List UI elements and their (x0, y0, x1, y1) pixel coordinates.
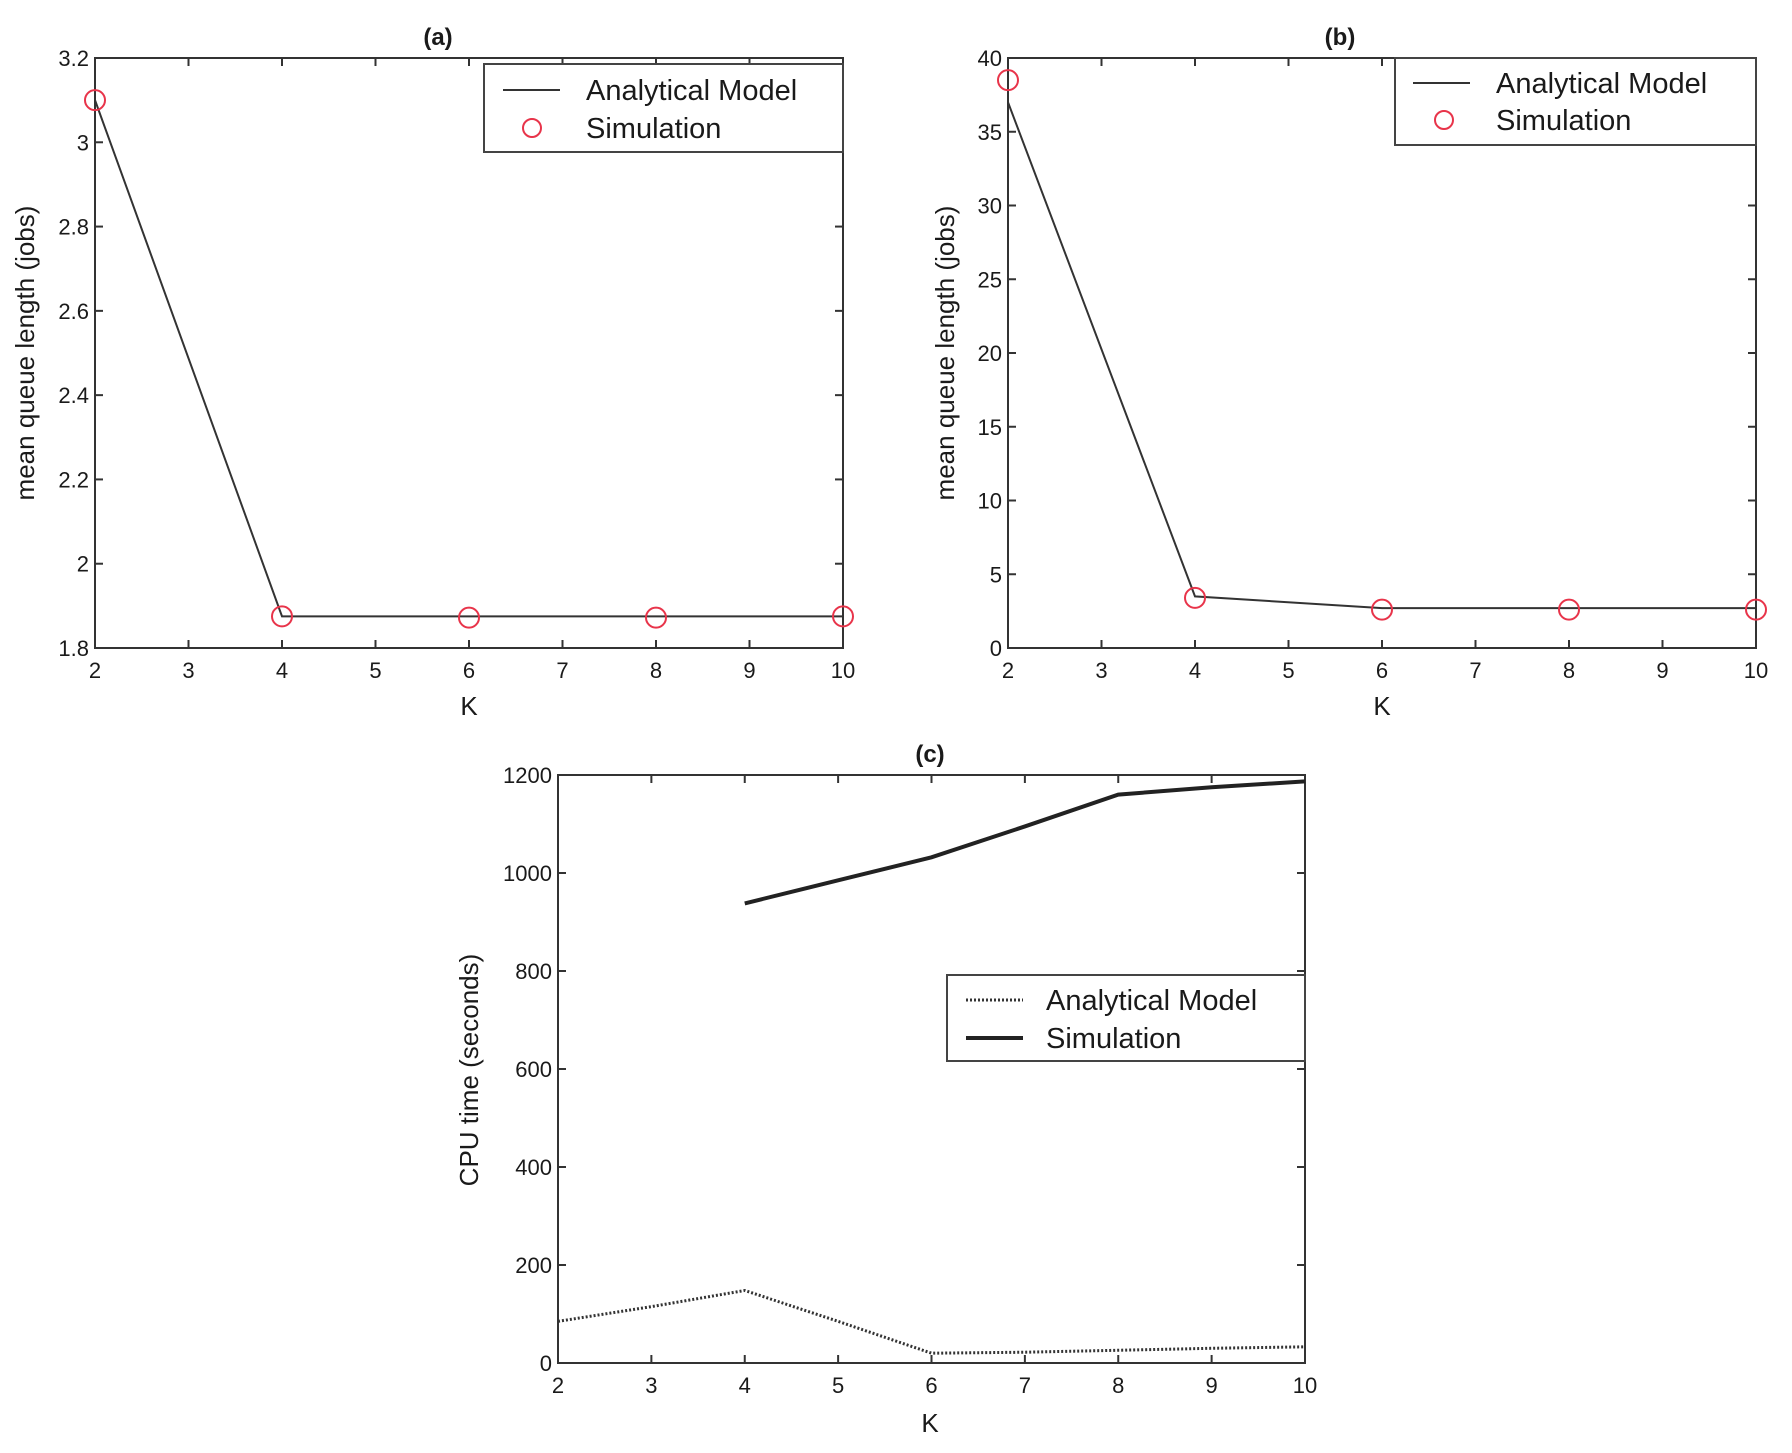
y-tick-label: 2.2 (58, 467, 89, 492)
y-tick-label: 1.8 (58, 636, 89, 661)
simulation-marker (1745, 598, 1767, 621)
y-tick-label: 0 (990, 636, 1002, 661)
panel-c-xlabel: K (921, 1408, 939, 1438)
simulation-marker (458, 606, 480, 629)
y-tick-label: 40 (978, 46, 1002, 71)
y-tick-label: 800 (515, 959, 552, 984)
x-tick-label: 9 (1656, 658, 1668, 683)
y-tick-label: 2 (77, 552, 89, 577)
x-tick-label: 2 (552, 1373, 564, 1398)
simulation-marker (84, 89, 106, 112)
series-line (94, 99, 843, 618)
legend-circle-icon (1434, 110, 1454, 130)
x-tick-label: 5 (369, 658, 381, 683)
series-line (1007, 101, 1756, 610)
panel-b-legend: Analytical Model Simulation (1394, 57, 1757, 146)
x-tick-label: 8 (1112, 1373, 1124, 1398)
y-tick-label: 1200 (503, 763, 552, 788)
x-tick-label: 3 (1095, 658, 1107, 683)
x-tick-label: 3 (645, 1373, 657, 1398)
panel-c-plot-area (557, 774, 1306, 1364)
x-tick-label: 9 (1206, 1373, 1218, 1398)
x-tick-label: 2 (89, 658, 101, 683)
x-tick-label: 3 (182, 658, 194, 683)
panel-a-ticks: 2 3 4 5 6 7 8 9 101.822.22.42.62.833.2 (58, 46, 855, 683)
simulation-marker (1558, 598, 1580, 621)
x-tick-label: 6 (463, 658, 475, 683)
panel-c-legend: Analytical Model Simulation (946, 974, 1306, 1062)
panel-b-ticks: 2 3 4 5 6 7 8 9 10 0 5 10 15 20 25 30 35 40 (978, 46, 1769, 683)
y-tick-label: 5 (990, 562, 1002, 587)
legend-simulation: Simulation (1046, 1023, 1181, 1055)
x-tick-label: 6 (925, 1373, 937, 1398)
legend-simulation: Simulation (1496, 105, 1631, 137)
simulation-marker (271, 605, 293, 628)
legend-analytical: Analytical Model (586, 75, 797, 107)
simulation-marker (997, 69, 1019, 92)
y-tick-label: 35 (978, 120, 1002, 145)
y-tick-label: 15 (978, 415, 1002, 440)
panel-b-xlabel: K (1373, 691, 1391, 721)
y-tick-label: 2.4 (58, 383, 89, 408)
y-tick-label: 2.8 (58, 215, 89, 240)
panel-a: (a) 2 3 4 5 6 7 8 9 101.822.22.42.62.833.2 K mea… (10, 24, 855, 721)
x-tick-label: 10 (831, 658, 855, 683)
panel-b-plot-area (1007, 57, 1757, 649)
x-tick-label: 7 (1019, 1373, 1031, 1398)
y-tick-label: 600 (515, 1057, 552, 1082)
y-tick-label: 20 (978, 341, 1002, 366)
panel-c: (c) 2 3 4 5 6 7 8 9 10 0 200 400 600 800 1000 1200 K CP… (454, 741, 1317, 1438)
x-tick-label: 10 (1744, 658, 1768, 683)
y-tick-label: 2.6 (58, 299, 89, 324)
panel-c-ylabel: CPU time (seconds) (454, 954, 484, 1187)
panel-b-ylabel: mean queue length (jobs) (930, 206, 960, 501)
series-line (744, 779, 1306, 906)
x-tick-label: 7 (556, 658, 568, 683)
legend-simulation: Simulation (586, 113, 721, 145)
x-tick-label: 9 (743, 658, 755, 683)
y-tick-label: 200 (515, 1253, 552, 1278)
x-tick-label: 6 (1376, 658, 1388, 683)
legend-analytical: Analytical Model (1496, 68, 1707, 100)
x-tick-label: 4 (739, 1373, 751, 1398)
panel-b-title: (b) (1325, 24, 1356, 51)
panel-b-series (997, 69, 1767, 621)
simulation-marker (1371, 598, 1393, 621)
panel-c-title: (c) (915, 741, 944, 768)
y-tick-label: 1000 (503, 861, 552, 886)
panel-b: (b) 2 3 4 5 6 7 8 9 10 0 5 10 15 20 25 30 35 40 K mean qu… (930, 24, 1768, 721)
x-tick-label: 4 (1189, 658, 1201, 683)
x-tick-label: 8 (650, 658, 662, 683)
panel-c-series (557, 779, 1306, 1355)
simulation-marker (1184, 586, 1206, 609)
simulation-marker (645, 606, 667, 629)
x-tick-label: 5 (1282, 658, 1294, 683)
panel-a-legend: Analytical Model Simulation (483, 63, 844, 153)
legend-circle-icon (522, 118, 542, 138)
y-tick-label: 3 (77, 130, 89, 155)
y-tick-label: 25 (978, 267, 1002, 292)
x-tick-label: 2 (1002, 658, 1014, 683)
y-tick-label: 10 (978, 489, 1002, 514)
panel-a-xlabel: K (460, 691, 478, 721)
panel-a-ylabel: mean queue length (jobs) (10, 206, 40, 501)
panel-c-ticks: 2 3 4 5 6 7 8 9 10 0 200 400 600 800 1000 1200 (503, 763, 1317, 1398)
y-tick-label: 0 (540, 1351, 552, 1376)
y-tick-label: 3.2 (58, 46, 89, 71)
x-tick-label: 4 (276, 658, 288, 683)
panel-a-title: (a) (423, 24, 452, 51)
y-tick-label: 30 (978, 194, 1002, 219)
x-tick-label: 8 (1563, 658, 1575, 683)
panel-a-series (84, 89, 854, 629)
series-line (557, 1288, 1306, 1355)
x-tick-label: 7 (1469, 658, 1481, 683)
x-tick-label: 10 (1293, 1373, 1317, 1398)
x-tick-label: 5 (832, 1373, 844, 1398)
simulation-marker (832, 605, 854, 628)
y-tick-label: 400 (515, 1155, 552, 1180)
legend-analytical: Analytical Model (1046, 985, 1257, 1017)
